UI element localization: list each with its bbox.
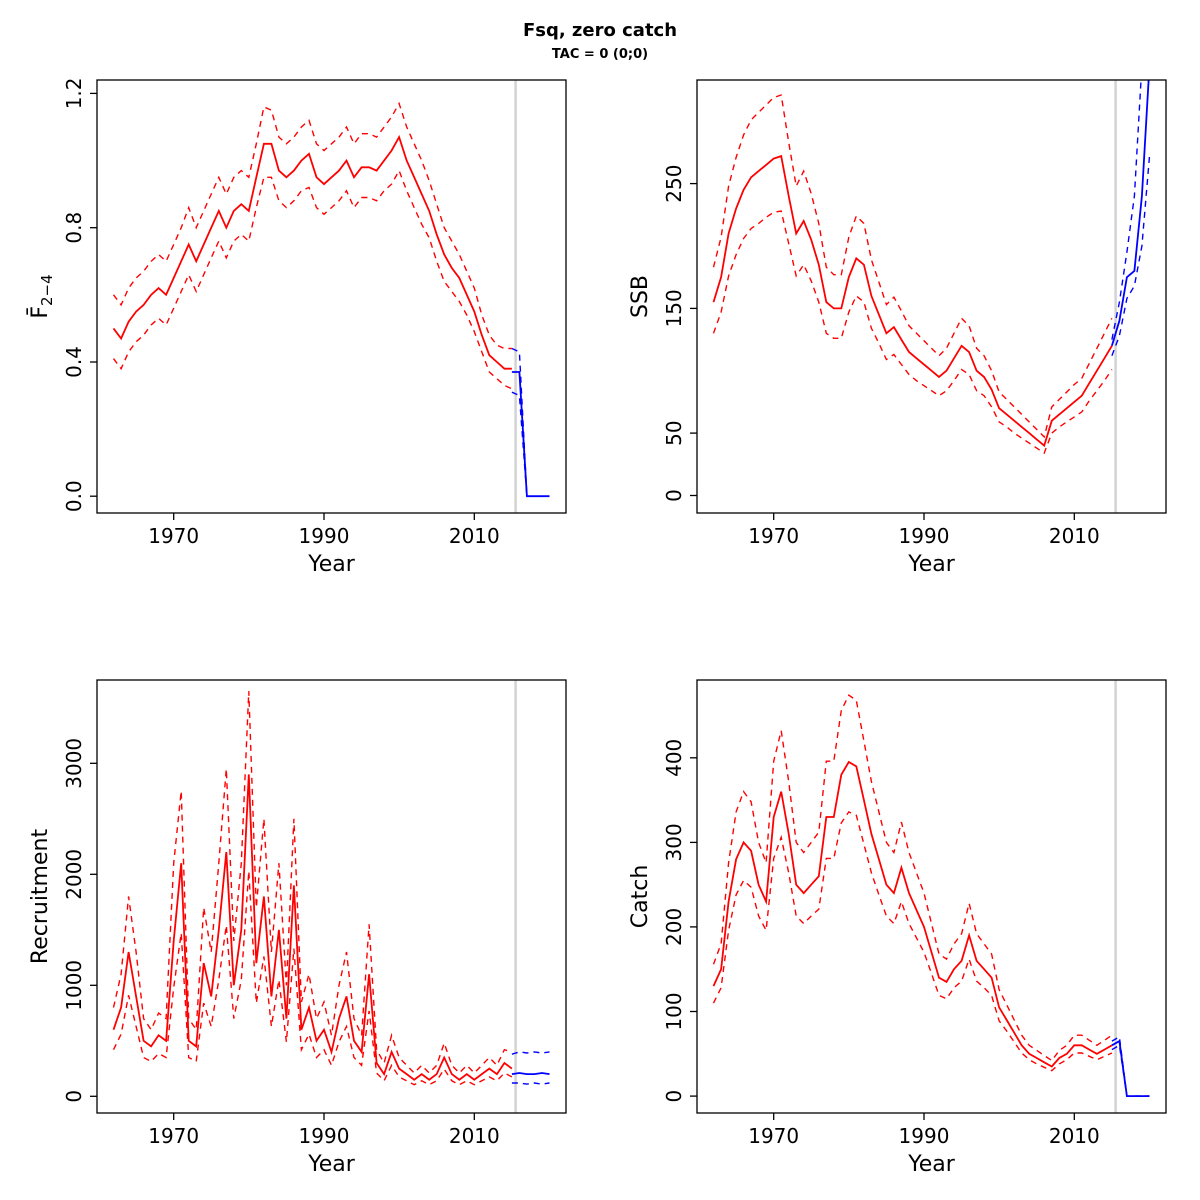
x-axis-label: Year — [307, 552, 356, 577]
catch-series — [712, 694, 1150, 1098]
catch-blue-upper-line — [1111, 1035, 1150, 1097]
recruitment-blue-mean-line — [511, 1072, 550, 1076]
x-tick-label: 1970 — [748, 524, 799, 548]
y-tick-label: 0 — [662, 489, 686, 502]
x-axis-label: Year — [307, 1152, 356, 1177]
x-tick-label: 2010 — [1049, 524, 1100, 548]
y-tick-label: 150 — [662, 289, 686, 327]
fbar-red-mean-line — [112, 134, 512, 370]
fbar-red-lower-line — [112, 168, 513, 390]
y-tick-label: 400 — [662, 739, 686, 777]
fbar-panel: 1970 1990 2010 0.0 0.4 0.8 1.2 Year F̄2−4 — [25, 68, 580, 583]
y-tick-label: 0.8 — [62, 212, 86, 244]
recruitment-red-lower-line — [112, 870, 513, 1086]
figure-subtitle: TAC = 0 (0;0) — [551, 47, 649, 62]
y-tick-label: 200 — [662, 908, 686, 946]
plot-border — [696, 79, 1167, 514]
y-tick-label: 1000 — [62, 960, 86, 1011]
x-tick-label: 1990 — [899, 524, 950, 548]
plot-border — [96, 79, 567, 514]
recruitment-blue-upper-line — [511, 1051, 550, 1055]
ssb-chart: 1970 1990 2010 0 50 150 250 Year SSB — [628, 79, 1167, 577]
x-tick-label: 1970 — [148, 1124, 199, 1148]
x-tick-label: 2010 — [1049, 1124, 1100, 1148]
plot-border — [96, 679, 567, 1114]
y-tick-label: 300 — [662, 823, 686, 861]
ssb-blue-lower-line — [1111, 156, 1151, 357]
catch-blue-mean-line — [1111, 1039, 1150, 1098]
ssb-red-mean-line — [712, 154, 1113, 448]
catch-chart: 1970 1990 2010 0 100 200 300 400 Year Catch — [628, 679, 1167, 1177]
fbar-blue-upper-line — [511, 347, 550, 497]
y-tick-label: 50 — [662, 420, 686, 445]
catch-red-mean-line — [712, 760, 1113, 1068]
recruitment-panel: 1970 1990 2010 0 1000 2000 3000 Year Recruitment — [25, 668, 580, 1183]
y-tick-label: 250 — [662, 165, 686, 203]
plot-border — [696, 679, 1167, 1114]
recruitment-chart: 1970 1990 2010 0 1000 2000 3000 Year Recruitment — [28, 679, 567, 1177]
fbar-blue-lower-line — [511, 391, 550, 497]
y-tick-label: 0 — [662, 1090, 686, 1103]
x-tick-label: 1990 — [899, 1124, 950, 1148]
fbar-red-upper-line — [112, 101, 512, 350]
fbar-chart: 1970 1990 2010 0.0 0.4 0.8 1.2 Year F̄2−4 — [27, 77, 567, 577]
x-tick-label: 1990 — [299, 524, 350, 548]
ssb-blue-mean-line — [1111, 80, 1150, 347]
ssb-red-lower-line — [712, 210, 1113, 455]
y-tick-label: 0.0 — [62, 480, 86, 512]
y-axis-label: F̄2−4 — [27, 274, 56, 318]
ssb-blue-upper-line — [1111, 80, 1142, 340]
y-tick-label: 2000 — [62, 849, 86, 900]
figure-title: Fsq, zero catch — [522, 20, 678, 41]
ssb-series — [712, 80, 1151, 455]
x-tick-label: 1970 — [148, 524, 199, 548]
x-tick-label: 1970 — [748, 1124, 799, 1148]
catch-red-lower-line — [712, 811, 1113, 1072]
x-tick-label: 2010 — [449, 524, 500, 548]
y-axis-label: Catch — [628, 865, 653, 929]
y-tick-label: 100 — [662, 992, 686, 1030]
ssb-panel: 1970 1990 2010 0 50 150 250 Year SSB — [625, 68, 1180, 583]
x-axis-label: Year — [907, 1152, 956, 1177]
x-axis-label: Year — [907, 552, 956, 577]
y-axis-label: Recruitment — [28, 829, 53, 965]
catch-blue-lower-line — [1111, 1044, 1150, 1097]
y-tick-label: 0.4 — [62, 346, 86, 378]
y-tick-label: 3000 — [62, 738, 86, 789]
y-tick-label: 0 — [62, 1090, 86, 1103]
fbar-series — [112, 101, 550, 498]
recruitment-red-upper-line — [112, 691, 513, 1075]
x-tick-label: 2010 — [449, 1124, 500, 1148]
y-axis-label: SSB — [628, 275, 653, 318]
recruitment-series — [112, 691, 550, 1086]
recruitment-blue-lower-line — [511, 1082, 550, 1085]
fbar-blue-mean-line — [511, 371, 550, 498]
catch-red-upper-line — [712, 694, 1113, 1062]
catch-panel: 1970 1990 2010 0 100 200 300 400 Year Catch — [625, 668, 1180, 1183]
y-tick-label: 1.2 — [62, 77, 86, 109]
ssb-red-upper-line — [712, 94, 1113, 439]
recruitment-red-mean-line — [112, 774, 513, 1081]
x-tick-label: 1990 — [299, 1124, 350, 1148]
